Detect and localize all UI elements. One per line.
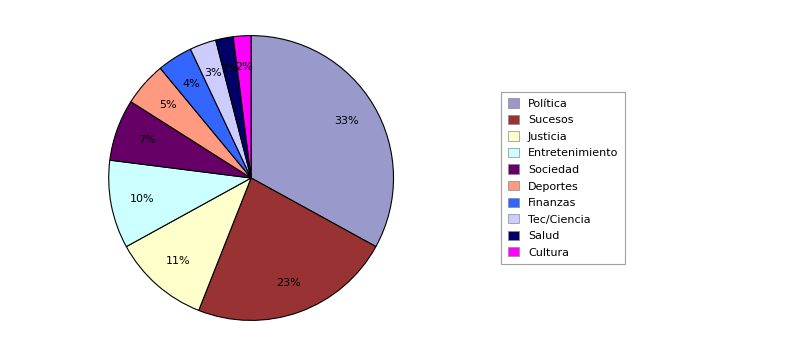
Text: 7%: 7% bbox=[138, 135, 156, 145]
Text: 2%: 2% bbox=[235, 62, 253, 72]
Text: 2%: 2% bbox=[221, 64, 239, 74]
Wedge shape bbox=[190, 40, 251, 178]
Wedge shape bbox=[110, 102, 251, 178]
Wedge shape bbox=[251, 36, 394, 247]
Text: 4%: 4% bbox=[183, 79, 200, 89]
Wedge shape bbox=[109, 160, 251, 247]
Text: 3%: 3% bbox=[205, 68, 222, 78]
Text: 5%: 5% bbox=[159, 100, 177, 110]
Wedge shape bbox=[160, 49, 251, 178]
Wedge shape bbox=[233, 36, 251, 178]
Wedge shape bbox=[126, 178, 251, 310]
Text: 10%: 10% bbox=[130, 194, 155, 204]
Wedge shape bbox=[131, 68, 251, 178]
Wedge shape bbox=[198, 178, 376, 320]
Wedge shape bbox=[215, 37, 251, 178]
Text: 11%: 11% bbox=[165, 256, 190, 266]
Text: 23%: 23% bbox=[276, 278, 301, 288]
Legend: Política, Sucesos, Justicia, Entretenimiento, Sociedad, Deportes, Finanzas, Tec/: Política, Sucesos, Justicia, Entretenimi… bbox=[501, 91, 625, 265]
Text: 33%: 33% bbox=[335, 116, 359, 126]
